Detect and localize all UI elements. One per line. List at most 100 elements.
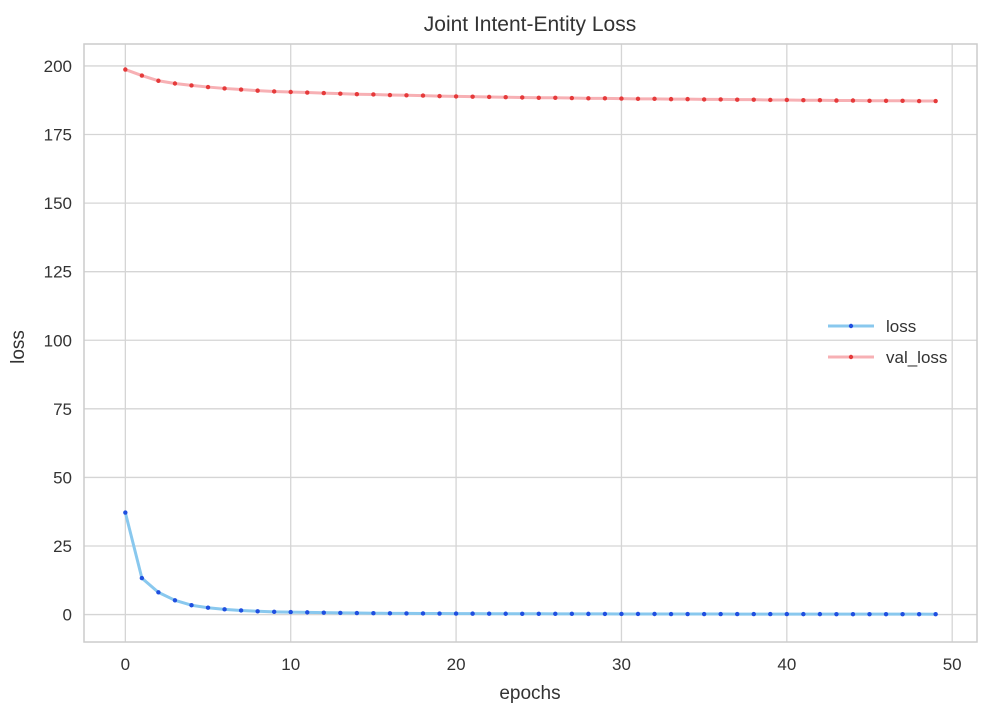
x-tick-label: 40 <box>777 655 796 674</box>
data-point-val-loss <box>288 89 293 95</box>
data-point-loss <box>387 611 393 616</box>
x-tick-label: 10 <box>281 655 300 674</box>
data-point-loss <box>371 610 376 616</box>
data-point-val-loss <box>536 95 541 100</box>
legend: loss val_loss <box>828 317 947 367</box>
chart-title: Joint Intent-Entity Loss <box>424 13 636 36</box>
data-point-val-loss <box>420 93 426 98</box>
data-point-val-loss <box>883 98 889 103</box>
data-point-val-loss <box>586 96 591 101</box>
y-tick-label: 0 <box>63 606 72 625</box>
data-point-val-loss <box>817 98 823 103</box>
data-point-loss <box>850 611 856 617</box>
data-point-loss <box>321 610 326 615</box>
data-point-val-loss <box>255 88 260 93</box>
data-point-val-loss <box>172 81 178 86</box>
data-point-loss <box>271 609 277 615</box>
data-point-loss <box>453 611 459 616</box>
data-point-loss <box>900 611 905 617</box>
x-tick-label: 0 <box>121 655 130 674</box>
data-point-val-loss <box>354 91 360 97</box>
data-point-loss <box>470 611 475 616</box>
y-tick-label: 200 <box>44 57 72 76</box>
data-point-loss <box>586 611 591 617</box>
data-point-loss <box>354 610 360 616</box>
data-point-val-loss <box>867 98 872 103</box>
legend-marker-val-loss <box>848 354 854 360</box>
data-point-loss <box>916 611 922 617</box>
data-point-loss <box>139 575 145 581</box>
y-tick-label: 125 <box>44 263 72 282</box>
data-point-loss <box>189 603 194 608</box>
series-loss <box>123 510 938 617</box>
data-point-val-loss <box>305 90 310 95</box>
y-axis-label: loss <box>8 330 29 364</box>
data-point-loss <box>619 611 624 617</box>
data-point-loss <box>156 590 161 595</box>
data-point-val-loss <box>156 78 161 83</box>
data-point-val-loss <box>271 89 277 94</box>
x-tick-label: 30 <box>612 655 631 674</box>
data-point-val-loss <box>437 93 442 99</box>
data-point-loss <box>255 609 260 614</box>
data-point-loss <box>933 612 938 617</box>
data-point-val-loss <box>371 92 376 97</box>
data-point-val-loss <box>933 98 938 104</box>
legend-marker-loss <box>848 323 854 329</box>
data-point-loss <box>883 611 889 617</box>
data-point-val-loss <box>553 95 558 100</box>
data-point-val-loss <box>321 90 326 96</box>
data-point-val-loss <box>486 94 492 100</box>
data-point-loss <box>305 610 310 615</box>
data-point-loss <box>701 611 707 617</box>
data-point-val-loss <box>520 95 525 100</box>
data-point-val-loss <box>404 93 409 98</box>
grid <box>84 44 977 642</box>
y-tick-label: 100 <box>44 331 72 350</box>
y-tick-label: 175 <box>44 126 72 145</box>
legend-item-loss: loss <box>828 317 916 336</box>
data-point-loss <box>503 611 508 616</box>
data-point-loss <box>123 510 128 515</box>
x-axis-label: epochs <box>499 683 560 704</box>
y-tick-label: 150 <box>44 194 72 213</box>
x-tick-labels: 0 10 20 30 40 50 <box>121 655 962 674</box>
data-point-val-loss <box>139 73 145 78</box>
data-point-loss <box>486 611 492 616</box>
data-point-loss <box>238 608 244 613</box>
data-point-loss <box>222 607 227 612</box>
data-point-loss <box>652 611 657 617</box>
data-point-val-loss <box>850 98 856 103</box>
data-point-val-loss <box>619 96 624 101</box>
data-point-loss <box>784 611 790 617</box>
data-point-loss <box>768 611 773 617</box>
data-point-loss <box>668 611 674 617</box>
data-point-loss <box>635 611 641 617</box>
data-point-loss <box>569 611 575 617</box>
data-point-loss <box>338 610 343 616</box>
data-point-val-loss <box>503 95 508 100</box>
data-point-loss <box>420 611 426 616</box>
x-tick-label: 50 <box>943 655 962 674</box>
legend-item-val-loss: val_loss <box>828 348 947 367</box>
data-point-val-loss <box>701 97 707 102</box>
data-point-val-loss <box>801 98 806 103</box>
data-point-val-loss <box>668 96 674 102</box>
data-point-val-loss <box>189 83 194 88</box>
data-point-val-loss <box>205 84 211 90</box>
data-point-val-loss <box>916 98 922 104</box>
data-point-val-loss <box>900 98 905 103</box>
plot-area <box>84 44 977 642</box>
data-point-loss <box>404 611 409 616</box>
series-val-loss <box>123 67 938 104</box>
data-point-loss <box>801 611 806 617</box>
plot-frame <box>83 43 978 643</box>
data-point-val-loss <box>768 97 773 103</box>
data-point-val-loss <box>222 86 227 91</box>
data-point-val-loss <box>453 94 459 99</box>
series-line-loss <box>123 512 936 616</box>
data-point-loss <box>735 611 740 617</box>
data-point-loss <box>288 609 293 615</box>
data-point-loss <box>685 611 690 617</box>
